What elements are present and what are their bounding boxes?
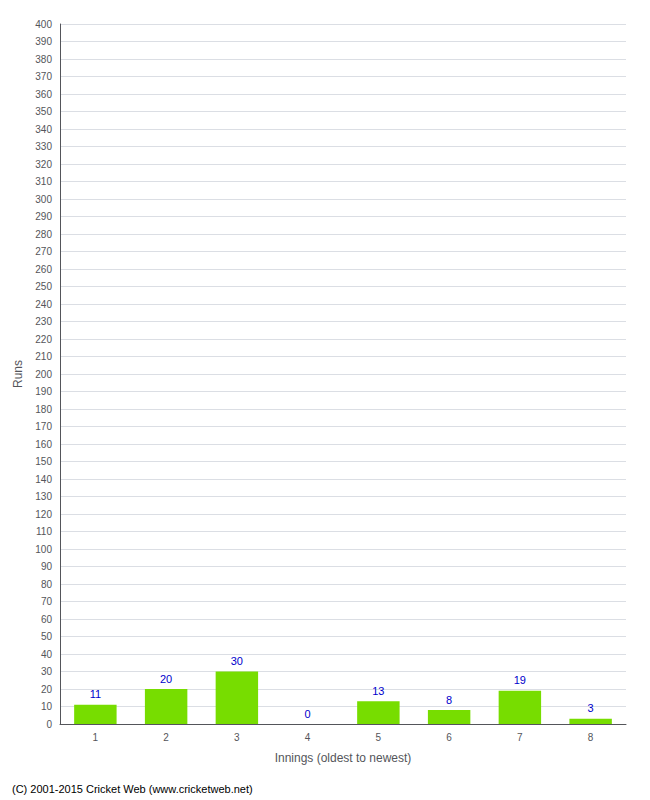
svg-text:3: 3 xyxy=(234,732,240,743)
svg-text:8: 8 xyxy=(446,694,452,706)
svg-text:170: 170 xyxy=(35,421,52,432)
svg-text:13: 13 xyxy=(372,685,384,697)
svg-text:280: 280 xyxy=(35,229,52,240)
svg-text:240: 240 xyxy=(35,299,52,310)
svg-text:3: 3 xyxy=(588,702,594,714)
svg-text:310: 310 xyxy=(35,176,52,187)
svg-text:270: 270 xyxy=(35,246,52,257)
svg-text:40: 40 xyxy=(41,649,53,660)
svg-text:160: 160 xyxy=(35,439,52,450)
svg-text:70: 70 xyxy=(41,596,53,607)
svg-text:370: 370 xyxy=(35,71,52,82)
svg-text:19: 19 xyxy=(514,674,526,686)
svg-text:210: 210 xyxy=(35,351,52,362)
svg-text:130: 130 xyxy=(35,491,52,502)
svg-text:30: 30 xyxy=(41,666,53,677)
svg-text:Runs: Runs xyxy=(11,360,25,388)
svg-text:80: 80 xyxy=(41,579,53,590)
svg-text:290: 290 xyxy=(35,211,52,222)
svg-text:30: 30 xyxy=(231,655,243,667)
svg-text:0: 0 xyxy=(305,708,311,720)
svg-text:150: 150 xyxy=(35,456,52,467)
svg-text:2: 2 xyxy=(163,732,169,743)
svg-text:0: 0 xyxy=(46,719,52,730)
svg-text:340: 340 xyxy=(35,124,52,135)
svg-text:6: 6 xyxy=(446,732,452,743)
svg-text:220: 220 xyxy=(35,334,52,345)
svg-text:190: 190 xyxy=(35,386,52,397)
svg-text:320: 320 xyxy=(35,159,52,170)
svg-text:400: 400 xyxy=(35,19,52,30)
svg-text:250: 250 xyxy=(35,281,52,292)
svg-text:180: 180 xyxy=(35,404,52,415)
svg-text:300: 300 xyxy=(35,194,52,205)
svg-text:120: 120 xyxy=(35,509,52,520)
svg-text:200: 200 xyxy=(35,369,52,380)
svg-text:20: 20 xyxy=(160,673,172,685)
svg-text:Innings (oldest to newest): Innings (oldest to newest) xyxy=(275,751,412,765)
svg-text:(C) 2001-2015 Cricket Web (www: (C) 2001-2015 Cricket Web (www.cricketwe… xyxy=(12,783,253,795)
svg-text:140: 140 xyxy=(35,474,52,485)
svg-text:4: 4 xyxy=(305,732,311,743)
svg-text:5: 5 xyxy=(376,732,382,743)
svg-text:1: 1 xyxy=(93,732,99,743)
svg-text:11: 11 xyxy=(90,688,101,700)
svg-text:60: 60 xyxy=(41,614,53,625)
svg-text:350: 350 xyxy=(35,106,52,117)
svg-text:8: 8 xyxy=(588,732,594,743)
svg-text:380: 380 xyxy=(35,54,52,65)
svg-text:50: 50 xyxy=(41,631,53,642)
svg-text:110: 110 xyxy=(36,526,52,537)
svg-text:230: 230 xyxy=(35,316,52,327)
svg-text:390: 390 xyxy=(35,36,52,47)
svg-text:330: 330 xyxy=(35,141,52,152)
svg-text:90: 90 xyxy=(41,561,53,572)
svg-text:100: 100 xyxy=(35,544,52,555)
svg-text:10: 10 xyxy=(41,701,53,712)
svg-text:7: 7 xyxy=(517,732,523,743)
svg-text:20: 20 xyxy=(41,684,53,695)
svg-text:360: 360 xyxy=(35,89,52,100)
svg-text:260: 260 xyxy=(35,264,52,275)
